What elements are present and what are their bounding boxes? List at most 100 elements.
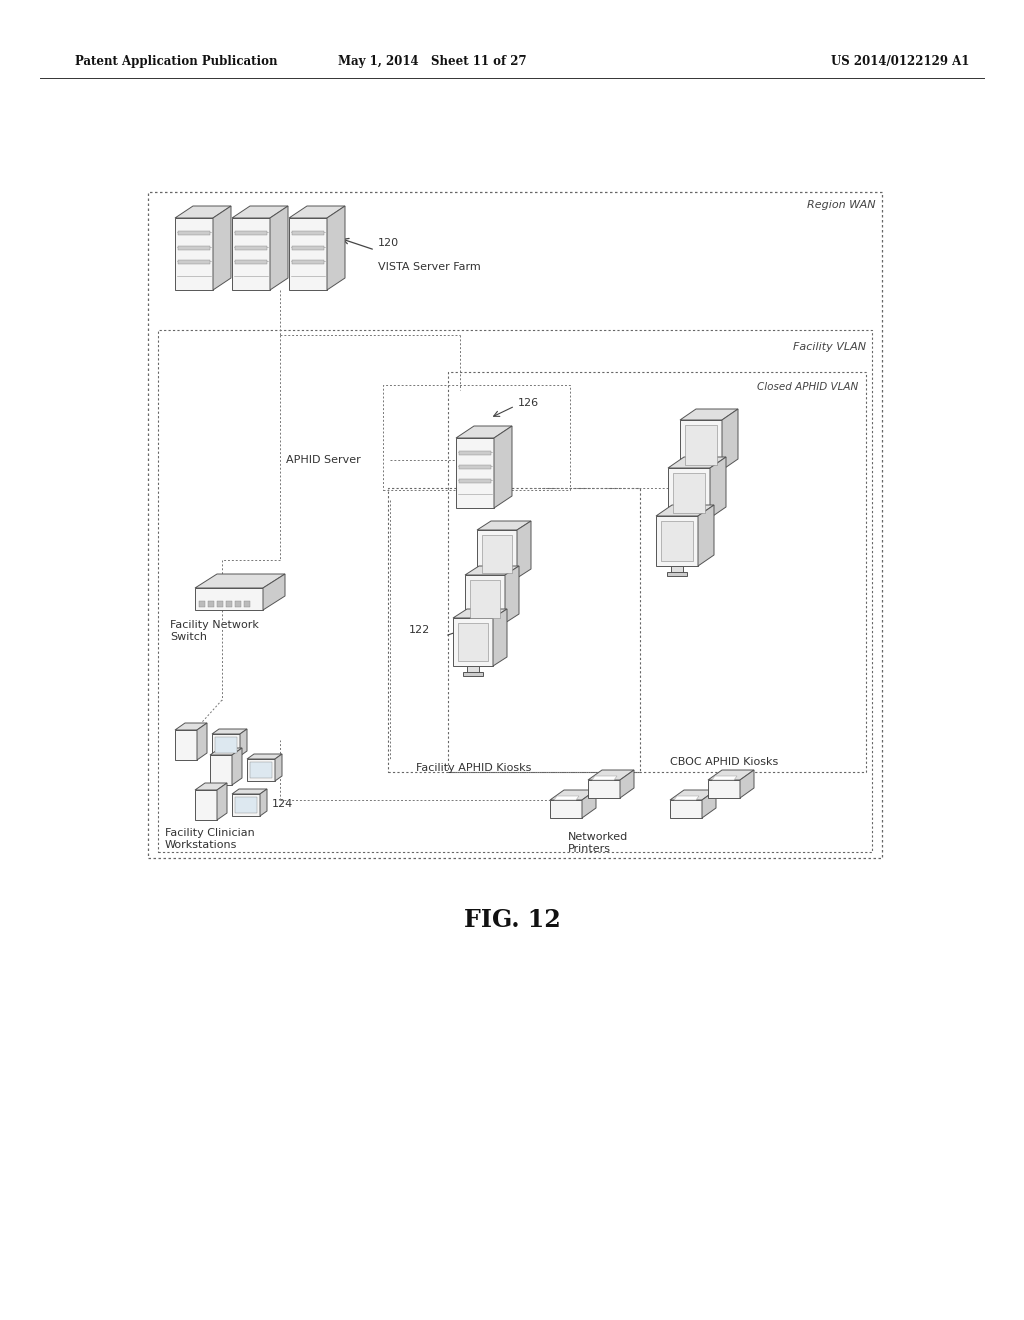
Text: VISTA Server Farm: VISTA Server Farm	[378, 261, 480, 272]
Polygon shape	[465, 566, 519, 576]
Bar	[292, 231, 324, 235]
Polygon shape	[263, 574, 285, 610]
Polygon shape	[708, 780, 740, 799]
Polygon shape	[210, 755, 232, 785]
Polygon shape	[195, 587, 263, 610]
Bar	[215, 737, 237, 752]
Polygon shape	[232, 789, 267, 795]
Bar	[234, 260, 267, 264]
Bar	[234, 231, 267, 235]
Polygon shape	[477, 531, 517, 578]
Text: 126: 126	[518, 399, 539, 408]
Text: APHID Server: APHID Server	[286, 455, 360, 465]
Polygon shape	[210, 748, 242, 755]
Polygon shape	[592, 776, 617, 780]
Bar	[148, 191, 882, 858]
Polygon shape	[670, 800, 702, 818]
Polygon shape	[465, 576, 505, 623]
Text: Networked
Printers: Networked Printers	[568, 832, 629, 854]
Bar	[683, 517, 695, 525]
Polygon shape	[673, 473, 705, 513]
Polygon shape	[197, 723, 207, 760]
Polygon shape	[680, 409, 738, 420]
Bar	[490, 578, 503, 586]
Polygon shape	[247, 759, 275, 781]
Text: 124: 124	[272, 799, 293, 809]
Polygon shape	[289, 206, 345, 218]
Text: Closed APHID VLAN: Closed APHID VLAN	[757, 381, 858, 392]
Bar	[383, 385, 570, 490]
Polygon shape	[656, 506, 714, 516]
Text: Patent Application Publication: Patent Application Publication	[75, 55, 278, 69]
Polygon shape	[582, 789, 596, 818]
Polygon shape	[493, 609, 507, 667]
Text: May 1, 2014   Sheet 11 of 27: May 1, 2014 Sheet 11 of 27	[338, 55, 526, 69]
Polygon shape	[698, 506, 714, 566]
Polygon shape	[588, 770, 634, 780]
Polygon shape	[289, 218, 327, 290]
Polygon shape	[712, 776, 737, 780]
Bar	[459, 479, 490, 483]
Polygon shape	[668, 469, 710, 517]
Polygon shape	[685, 425, 717, 465]
Polygon shape	[708, 770, 754, 780]
Bar	[467, 667, 479, 675]
Polygon shape	[212, 734, 240, 756]
Polygon shape	[456, 426, 512, 438]
Polygon shape	[458, 623, 488, 661]
Polygon shape	[662, 521, 693, 561]
Bar	[199, 601, 205, 607]
Polygon shape	[232, 218, 270, 290]
Polygon shape	[456, 438, 494, 508]
Bar	[475, 630, 495, 634]
Bar	[679, 524, 699, 528]
Bar	[226, 601, 232, 607]
Polygon shape	[482, 535, 512, 573]
Polygon shape	[232, 206, 288, 218]
Text: Facility APHID Kiosks: Facility APHID Kiosks	[416, 763, 531, 774]
Polygon shape	[554, 796, 579, 800]
Bar	[178, 246, 210, 249]
Polygon shape	[710, 457, 726, 517]
Polygon shape	[668, 457, 726, 469]
Text: Facility VLAN: Facility VLAN	[793, 342, 866, 352]
Bar	[449, 372, 866, 772]
Bar	[178, 260, 210, 264]
Polygon shape	[470, 579, 500, 618]
Bar	[217, 601, 223, 607]
Bar	[292, 246, 324, 249]
Bar	[208, 601, 214, 607]
Polygon shape	[247, 754, 282, 759]
Text: 122: 122	[409, 624, 430, 635]
Polygon shape	[217, 783, 227, 820]
Text: FIG. 12: FIG. 12	[464, 908, 560, 932]
Polygon shape	[550, 800, 582, 818]
Text: Facility Clinician
Workstations: Facility Clinician Workstations	[165, 828, 255, 850]
Polygon shape	[517, 521, 531, 578]
Bar	[671, 566, 683, 574]
Text: Region WAN: Region WAN	[807, 201, 876, 210]
Text: Facility Network
Switch: Facility Network Switch	[170, 620, 259, 642]
Bar	[234, 797, 257, 813]
Bar	[667, 572, 687, 576]
Polygon shape	[670, 789, 716, 800]
Polygon shape	[680, 420, 722, 470]
Polygon shape	[175, 218, 213, 290]
Polygon shape	[740, 770, 754, 799]
Bar	[487, 583, 507, 587]
Polygon shape	[240, 729, 247, 756]
Bar	[691, 477, 711, 480]
Polygon shape	[195, 783, 227, 789]
Bar	[234, 601, 241, 607]
Polygon shape	[477, 521, 531, 531]
Polygon shape	[175, 723, 207, 730]
Polygon shape	[702, 789, 716, 818]
Bar	[388, 488, 640, 772]
Polygon shape	[674, 796, 699, 800]
Polygon shape	[195, 574, 285, 587]
Polygon shape	[232, 748, 242, 785]
Polygon shape	[550, 789, 596, 800]
Bar	[479, 623, 490, 631]
Polygon shape	[275, 754, 282, 781]
Polygon shape	[494, 426, 512, 508]
